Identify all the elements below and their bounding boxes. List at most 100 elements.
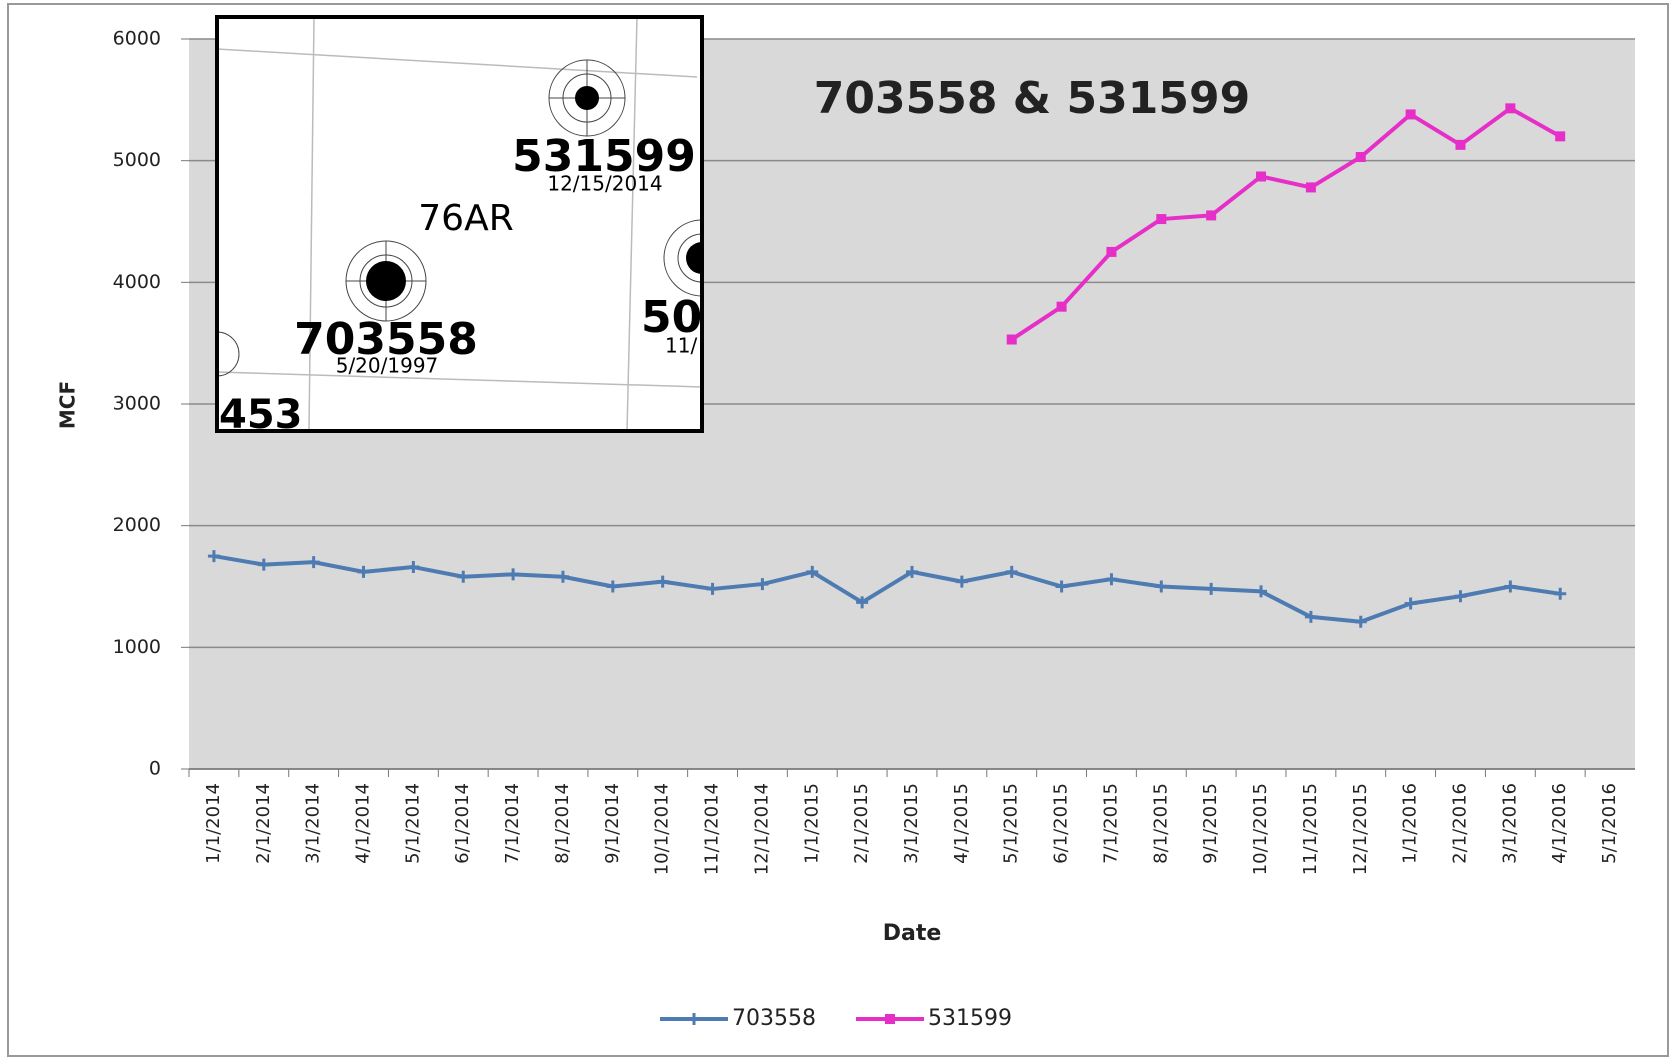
- map-label: 5/20/1997: [336, 354, 439, 378]
- x-tick-label: 3/1/2016: [1499, 783, 1520, 864]
- map-bg: [217, 17, 702, 431]
- chart-title: 703558 & 531599: [814, 73, 1250, 124]
- legend-label: 531599: [928, 1006, 1012, 1031]
- point: [457, 570, 470, 583]
- well-dot: [686, 242, 702, 274]
- x-tick-label: 1/1/2016: [1400, 783, 1421, 864]
- x-tick-label: 10/1/2014: [652, 783, 673, 875]
- x-tick-label: 11/1/2014: [702, 783, 723, 875]
- y-tick-label: 4000: [113, 271, 161, 293]
- x-tick-label: 6/1/2014: [452, 783, 473, 864]
- point: [1555, 131, 1566, 142]
- point: [706, 582, 719, 595]
- point: [1255, 585, 1268, 598]
- point: [1006, 334, 1017, 345]
- point: [688, 1013, 700, 1025]
- point: [1005, 565, 1018, 578]
- point: [656, 575, 669, 588]
- point: [606, 580, 619, 593]
- point: [257, 558, 270, 571]
- series-line: [1010, 106, 1562, 342]
- y-tick-label: 6000: [113, 28, 161, 50]
- point: [307, 556, 320, 569]
- map-label: 703558: [294, 314, 478, 365]
- point: [806, 565, 819, 578]
- point: [1056, 301, 1067, 312]
- point: [1455, 139, 1466, 150]
- x-tick-label: 11/1/2015: [1300, 783, 1321, 875]
- x-tick-label: 5/1/2014: [402, 783, 423, 864]
- x-tick-label: 6/1/2015: [1051, 783, 1072, 864]
- map-label: 76AR: [418, 198, 513, 239]
- legend-label: 703558: [732, 1006, 816, 1031]
- map-label: 531599: [512, 131, 696, 182]
- well-dot: [366, 261, 406, 301]
- point: [1505, 103, 1516, 114]
- map-label: 453: [219, 392, 303, 438]
- point: [1554, 587, 1567, 600]
- point: [906, 565, 918, 578]
- x-tick-label: 3/1/2015: [901, 783, 922, 864]
- point: [1405, 109, 1416, 120]
- point: [1206, 210, 1217, 221]
- point: [1055, 580, 1068, 593]
- legend: 703558 531599: [660, 1006, 1012, 1031]
- point: [1156, 214, 1167, 225]
- x-tick-label: 8/1/2014: [552, 783, 573, 864]
- point: [507, 568, 520, 581]
- point: [1354, 615, 1367, 628]
- y-tick-label: 0: [149, 758, 161, 780]
- grid: 0 1000 2000 3000 4000 5000 6000 1/1/2014 2/1/201…: [113, 28, 1635, 875]
- point: [1105, 573, 1118, 586]
- y-tick-label: 3000: [113, 393, 161, 415]
- point: [207, 550, 220, 563]
- x-tick-label: 4/1/2014: [353, 783, 374, 864]
- point: [1304, 610, 1317, 623]
- series: [207, 103, 1567, 628]
- x-tick-label: 5/1/2015: [1001, 783, 1022, 864]
- point: [1504, 580, 1517, 593]
- point: [1305, 182, 1316, 193]
- point: [1454, 590, 1467, 603]
- y-tick-label: 5000: [113, 149, 161, 171]
- map-grid: [217, 17, 702, 431]
- point: [955, 575, 968, 588]
- point: [407, 561, 420, 574]
- y-axis-label: MCF: [56, 381, 80, 429]
- point: [1205, 582, 1218, 595]
- point: [1256, 171, 1267, 182]
- x-tick-label: 10/1/2015: [1250, 783, 1271, 875]
- point: [885, 1014, 895, 1024]
- x-tick-label: 2/1/2016: [1449, 783, 1470, 864]
- x-tick-label: 12/1/2014: [751, 783, 772, 875]
- point: [357, 565, 370, 578]
- x-tick-label: 1/1/2015: [801, 783, 822, 864]
- map-inset: 531599 12/15/2014 76AR 703558 5/20/1997 …: [215, 15, 704, 438]
- point: [1355, 152, 1366, 163]
- x-tick-label: 9/1/2015: [1200, 783, 1221, 864]
- x-tick-label: 12/1/2015: [1350, 783, 1371, 875]
- map-border: [215, 15, 704, 433]
- x-tick-label: 8/1/2015: [1150, 783, 1171, 864]
- x-tick-label: 7/1/2015: [1100, 783, 1121, 864]
- x-tick-label: 9/1/2014: [602, 783, 623, 864]
- point: [1106, 246, 1117, 257]
- x-tick-label: 4/1/2015: [951, 783, 972, 864]
- point: [1155, 580, 1168, 593]
- x-axis-label: Date: [883, 921, 942, 946]
- map-label: 12/15/2014: [547, 172, 662, 196]
- well-dot: [575, 86, 599, 110]
- map-inset-view: 531599 12/15/2014 76AR 703558 5/20/1997 …: [217, 17, 702, 438]
- series-line: [213, 554, 1561, 624]
- x-tick-label: 4/1/2016: [1549, 783, 1570, 864]
- point: [856, 596, 869, 609]
- x-tick-label: 3/1/2014: [303, 783, 324, 864]
- point: [1404, 597, 1417, 610]
- map-label: 50: [641, 292, 702, 343]
- x-tick-label: 1/1/2014: [203, 783, 224, 864]
- x-tick-label: 7/1/2014: [502, 783, 523, 864]
- x-tick-label: 2/1/2014: [253, 783, 274, 864]
- point: [756, 578, 769, 591]
